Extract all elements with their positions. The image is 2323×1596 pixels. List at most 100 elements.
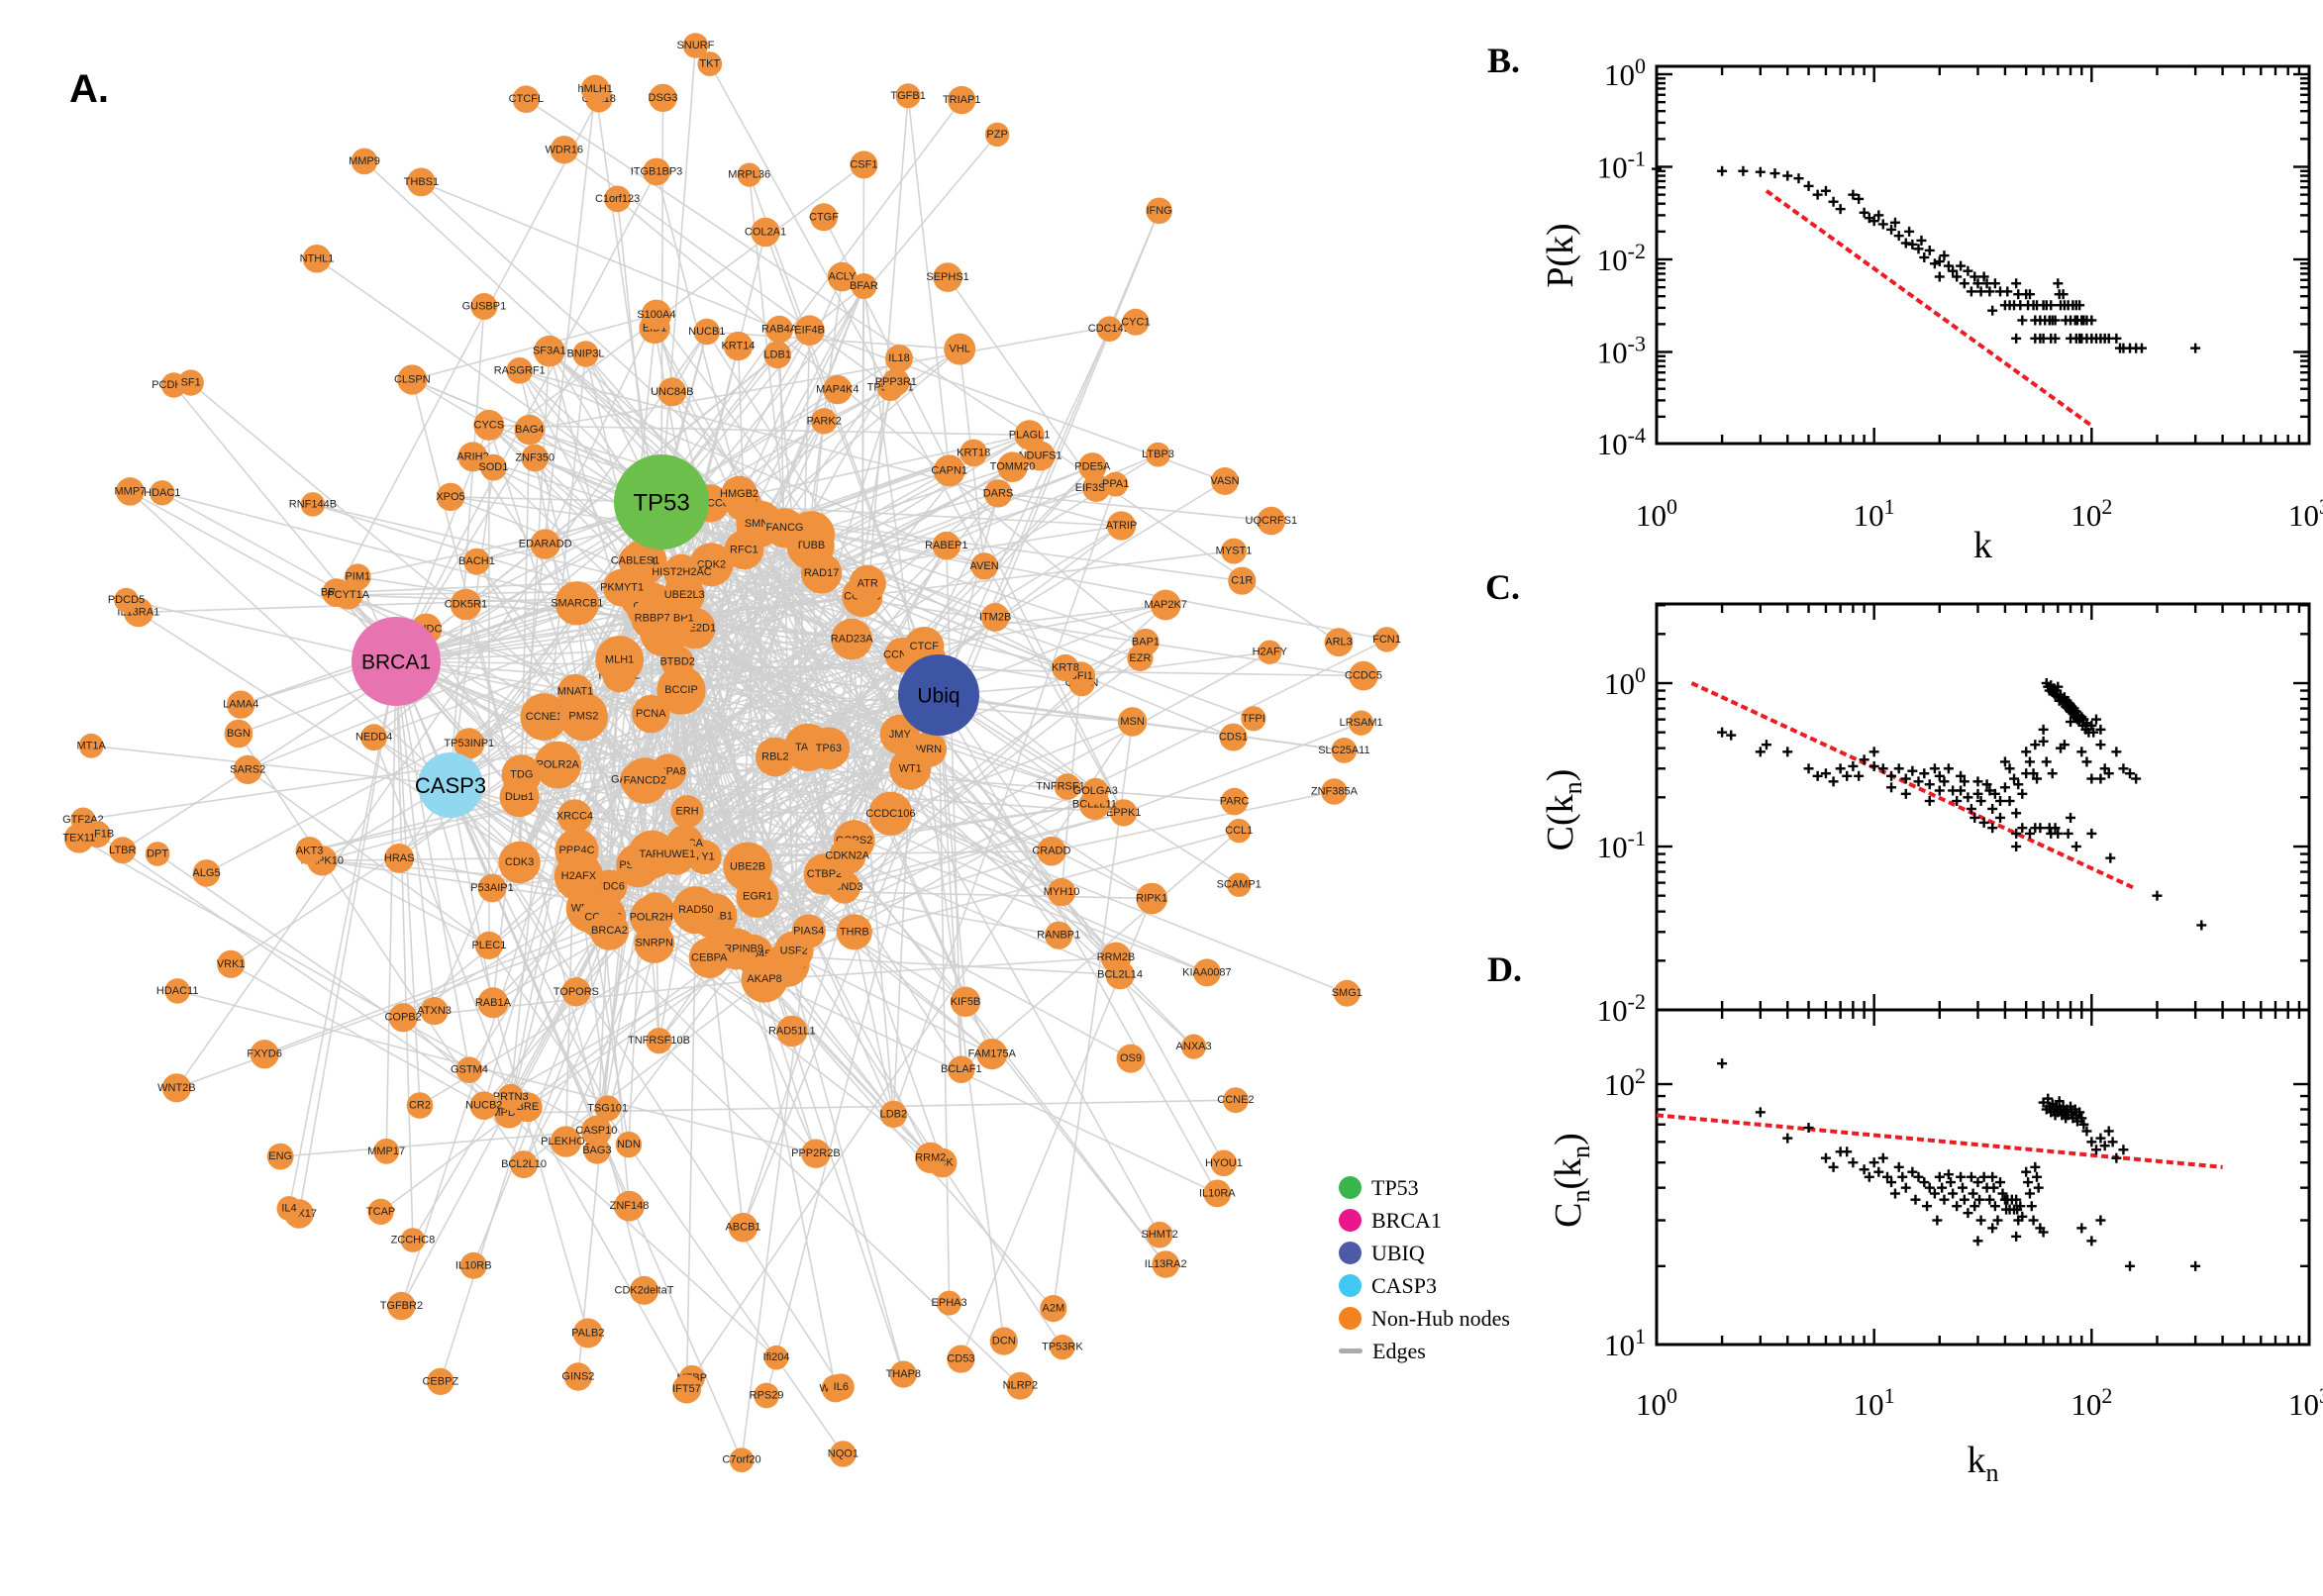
network-node: [829, 838, 866, 875]
network-node: [474, 931, 503, 960]
network-node-label: CSF1: [850, 158, 877, 170]
network-node: [794, 315, 825, 347]
network-node: [580, 1115, 612, 1147]
network-node-label: PALB2: [571, 1328, 604, 1340]
network-node-label: S100A4: [637, 309, 675, 321]
network-node-label: GSTM4: [451, 1064, 488, 1076]
network-node-label: PPP3R1: [875, 376, 917, 388]
network-node-label: MMP17: [367, 1146, 405, 1157]
network-node-label: CTGF: [809, 211, 839, 223]
network-node: [810, 203, 838, 232]
network-node-label: SLC25A11: [1318, 745, 1369, 756]
network-node-label: RPS29: [750, 1390, 784, 1402]
network-node-label: MAP2K7: [1144, 599, 1186, 611]
network-node-label: RIPK1: [1136, 893, 1167, 905]
network-node-label: TP53RK: [1042, 1342, 1083, 1353]
network-node: [463, 548, 490, 575]
network-node: [276, 1196, 302, 1222]
network-node-label: CTCF: [910, 641, 940, 652]
network-node: [984, 122, 1010, 148]
network-node-label: SEPHS1: [926, 271, 968, 283]
network-node-label: SMG1: [1332, 987, 1363, 999]
network-node: [1152, 1250, 1179, 1278]
ppi-network-panel: CDK2PCNACCNE1CCND2CCND3CCNB1CDC6CDC5LGAD…: [62, 33, 1401, 1473]
network-node: [850, 150, 878, 179]
network-node: [1047, 877, 1076, 907]
network-node: [889, 1360, 917, 1388]
network-node-label: DCN: [992, 1336, 1016, 1347]
legend-item-label: CASP3: [1371, 1272, 1438, 1298]
network-node: [1228, 566, 1257, 595]
network-node-label: TGFB1: [890, 90, 925, 102]
network-node: [1210, 1149, 1238, 1177]
network-node: [622, 757, 668, 804]
tick-label: 100: [1636, 1383, 1677, 1422]
network-node-label: AKT3: [296, 845, 324, 856]
network-node-label: LTBR: [109, 845, 136, 856]
network-node: [682, 33, 709, 58]
legend-node-swatch: [1339, 1242, 1362, 1264]
network-node-label: RAD51L1: [768, 1026, 816, 1038]
network-node: [521, 444, 549, 472]
network-node: [1192, 958, 1221, 987]
hub-node-label-tp53: TP53: [633, 490, 689, 517]
network-node-label: PPA1: [1102, 478, 1129, 490]
network-node: [646, 1028, 672, 1054]
network-node-label: NDN: [617, 1139, 641, 1150]
network-node-label: FXYD6: [247, 1048, 281, 1060]
network-node: [1181, 1034, 1207, 1059]
network-node: [145, 842, 170, 866]
network-node-label: RBBP7: [635, 612, 670, 624]
network-node-label: CCDC106: [865, 808, 915, 820]
network-node-label: EPPK1: [1106, 807, 1141, 819]
network-node: [561, 977, 591, 1007]
network-node: [763, 1345, 789, 1370]
network-node: [1106, 511, 1137, 541]
network-node-label: IFNG: [1146, 205, 1171, 217]
network-node-label: HUWE1: [656, 848, 696, 860]
axis-ticks: [1657, 604, 2309, 1010]
y-axis-title: Cn​(kn​): [1548, 1133, 1595, 1228]
network-node-label: PCYT1A: [327, 589, 369, 601]
network-node: [150, 480, 175, 506]
network-node: [514, 414, 545, 446]
axis-ticks: [1657, 1010, 2309, 1345]
network-node-label: AKAP8: [747, 973, 781, 985]
y-axis-title: C(kn​): [1540, 769, 1587, 851]
network-node: [641, 299, 672, 331]
network-node: [937, 1290, 962, 1316]
network-node: [670, 795, 704, 829]
network-node-label: MYST1: [1216, 546, 1253, 557]
network-node: [879, 1100, 908, 1129]
network-node-label: NUCB2: [465, 1100, 502, 1112]
network-node-label: CASP10: [575, 1125, 617, 1137]
network-node-label: ARIH2: [456, 450, 488, 462]
network-node-label: MT1A: [77, 740, 107, 751]
network-node: [895, 83, 921, 109]
network-node: [550, 1126, 582, 1157]
network-node: [557, 673, 593, 710]
network-node: [459, 1251, 487, 1279]
fit-line: [1765, 189, 2093, 428]
network-node: [554, 851, 604, 901]
network-node: [811, 408, 838, 435]
network-node-label: USF2: [780, 945, 808, 956]
network-node: [728, 1212, 758, 1243]
legend-node-swatch: [1339, 1176, 1362, 1199]
network-node: [960, 439, 987, 467]
network-node-label: CR2: [409, 1100, 431, 1112]
network-node-label: UBE2L3: [664, 589, 705, 601]
network-node: [1241, 706, 1266, 732]
network-node: [630, 1275, 658, 1305]
legend-item-edges: Edges: [1339, 1335, 1510, 1367]
network-node: [1333, 979, 1361, 1007]
network-node-label: CEBPZ: [422, 1375, 458, 1387]
network-node-label: ANXA3: [1176, 1041, 1212, 1052]
network-node: [497, 1083, 525, 1111]
tick-label: 103: [2288, 1383, 2323, 1422]
network-node: [1054, 773, 1081, 800]
network-node: [512, 85, 541, 113]
network-node-label: TEX11: [62, 833, 95, 845]
network-node-label: ZNF385A: [1311, 786, 1359, 798]
network-node-label: CCNE1: [526, 711, 562, 723]
